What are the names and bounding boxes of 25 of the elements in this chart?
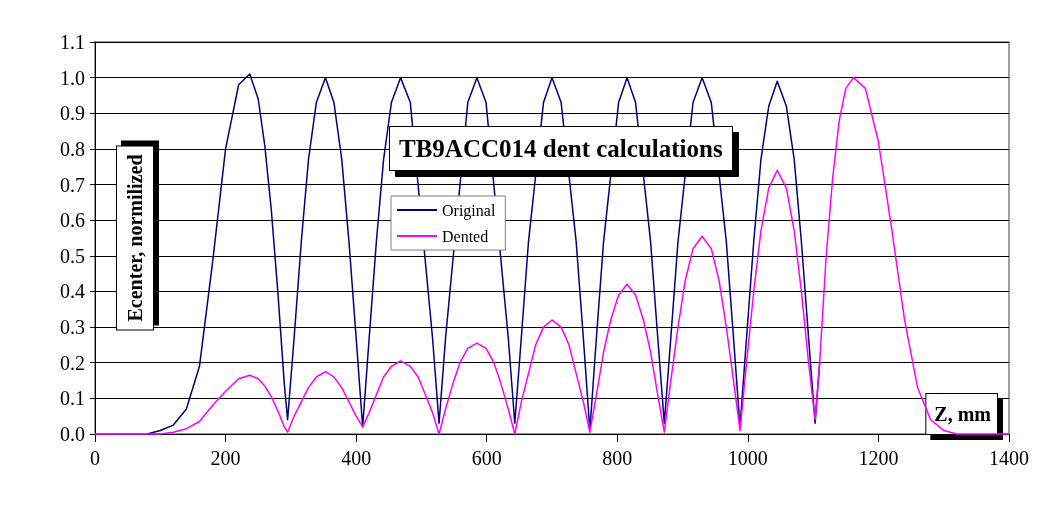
y-tick-label: 0.1 (60, 387, 85, 410)
y-tick-label: 0.2 (60, 351, 85, 374)
y-tick-label: 0.3 (60, 316, 85, 339)
y-axis-title: Ecenter, normilized (124, 154, 146, 322)
legend-label: Original (442, 201, 496, 220)
legend-label: Dented (442, 227, 489, 245)
x-tick-label: 1200 (858, 447, 899, 469)
y-tick-label: 1.1 (60, 31, 85, 53)
y-tick-label: 0.9 (60, 102, 85, 125)
x-axis-title: Z, mm (934, 403, 992, 425)
y-tick-label: 0.5 (60, 244, 85, 267)
text: TB9ACC014 dent calculations (399, 135, 723, 162)
x-tick-label: 200 (210, 447, 241, 469)
y-tick-label: 0.8 (60, 137, 85, 160)
x-tick-label: 1400 (989, 447, 1029, 469)
x-tick-label: 600 (471, 447, 502, 469)
y-tick-label: 0.7 (60, 173, 85, 196)
y-tick-label: 0.0 (60, 423, 85, 445)
y-tick-label: 0.4 (60, 280, 85, 303)
x-tick-label: 0 (90, 447, 100, 469)
x-tick-label: 1000 (727, 447, 768, 469)
x-tick-label: 800 (602, 447, 633, 469)
y-tick-label: 0.6 (60, 209, 85, 232)
y-tick-label: 1.0 (60, 66, 85, 89)
x-tick-label: 400 (341, 447, 372, 469)
